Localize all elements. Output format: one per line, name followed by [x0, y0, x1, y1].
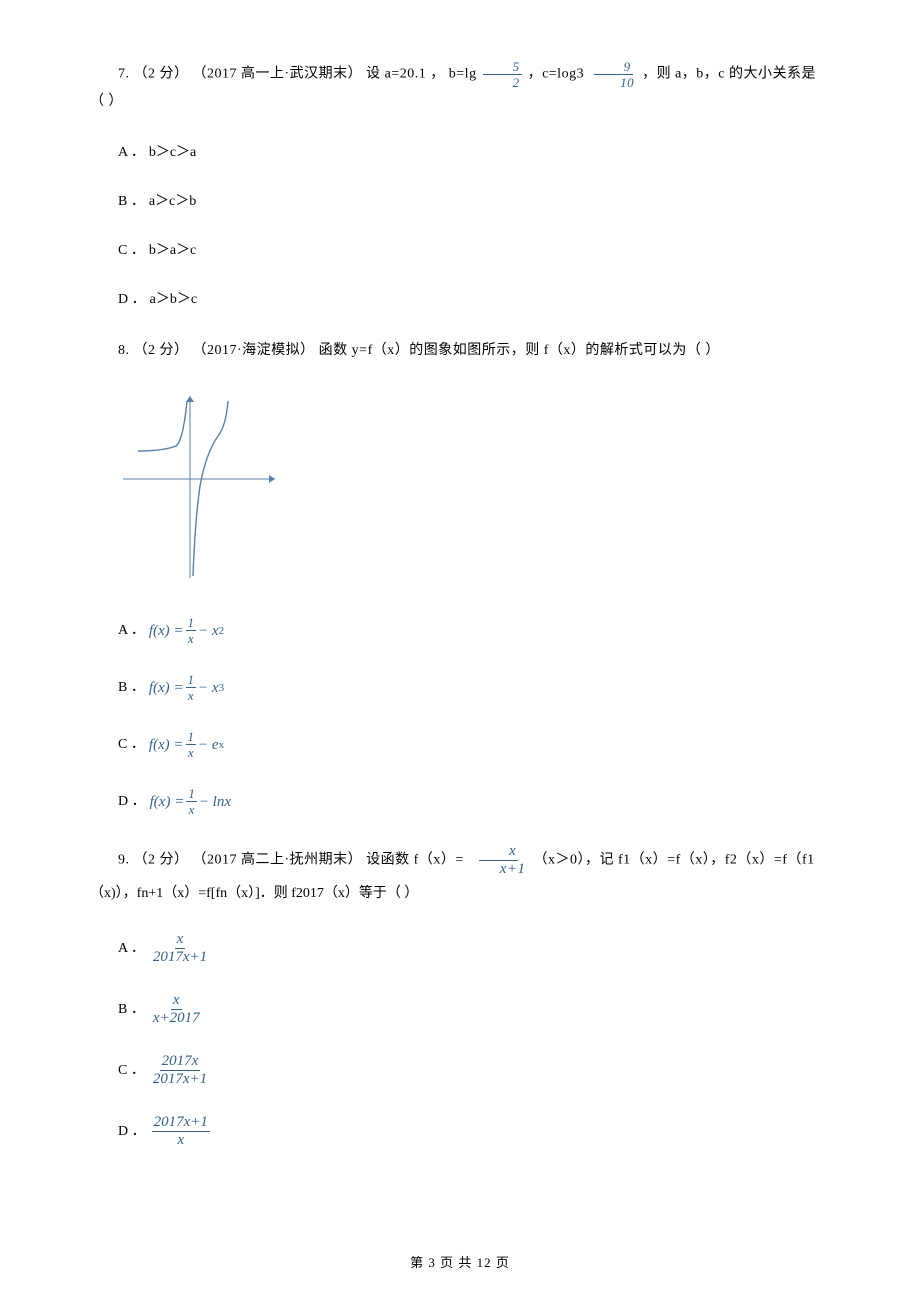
q7-option-a: A ． b＞c＞a	[118, 142, 830, 163]
q8-source: （2017·海淀模拟）	[193, 343, 315, 358]
q9-option-b: B ． x x+2017	[118, 993, 830, 1026]
q7-stem: 7. （2 分） （2017 高一上·武汉期末） 设 a=20.1 ， b=lg…	[90, 60, 830, 114]
q8-stem: 8. （2 分） （2017·海淀模拟） 函数 y=f（x）的图象如图所示，则 …	[90, 338, 830, 363]
q7-option-b: B ． a＞c＞b	[118, 191, 830, 212]
page-footer: 第 3 页 共 12 页	[0, 1253, 920, 1273]
q9-option-a: A ． x 2017x+1	[118, 932, 830, 965]
q8-option-d: D ． f(x) = 1x − lnx	[118, 787, 830, 816]
q8-graph	[118, 391, 830, 588]
q7-text-mid: ，c=log3	[528, 67, 589, 82]
q9-option-d: D ． 2017x+1 x	[118, 1115, 830, 1148]
q9-text-mid: （x＞0），记 f1（x）=f（x），f2（x）=f（f1	[534, 853, 815, 868]
function-graph	[118, 391, 283, 581]
q8-option-a: A ． f(x) = 1x − x2	[118, 616, 830, 645]
q7-text-pre: 设 a=20.1 ， b=lg	[366, 67, 480, 82]
q7-source: （2017 高一上·武汉期末）	[193, 67, 363, 82]
q7-option-d: D ． a＞b＞c	[118, 289, 830, 310]
q9-text-pre: 设函数 f（x）=	[366, 853, 468, 868]
q9-number: 9.	[118, 853, 130, 868]
q9-points: （2 分）	[134, 853, 189, 868]
q9-frac-f: x x+1	[470, 844, 528, 877]
q7-option-c: C ． b＞a＞c	[118, 240, 830, 261]
q9-option-c: C ． 2017x 2017x+1	[118, 1054, 830, 1087]
q8-option-c: C ． f(x) = 1x − ex	[118, 730, 830, 759]
q9-source: （2017 高二上·抚州期末）	[193, 853, 363, 868]
q9-stem: 9. （2 分） （2017 高二上·抚州期末） 设函数 f（x）= x x+1…	[90, 844, 830, 877]
q8-points: （2 分）	[134, 343, 189, 358]
q9-stem-line2: （x)），fn+1（x）=f[fn（x）]．则 f2017（x）等于（ ）	[90, 883, 830, 904]
q7-frac-c: 9 10	[590, 60, 636, 89]
q8-number: 8.	[118, 343, 130, 358]
q7-points: （2 分）	[134, 67, 189, 82]
q7-number: 7.	[118, 67, 130, 82]
q8-text: 函数 y=f（x）的图象如图所示，则 f（x）的解析式可以为（ ）	[319, 343, 720, 358]
q8-option-b: B ． f(x) = 1x − x3	[118, 673, 830, 702]
q7-frac-b: 5 2	[483, 60, 522, 89]
